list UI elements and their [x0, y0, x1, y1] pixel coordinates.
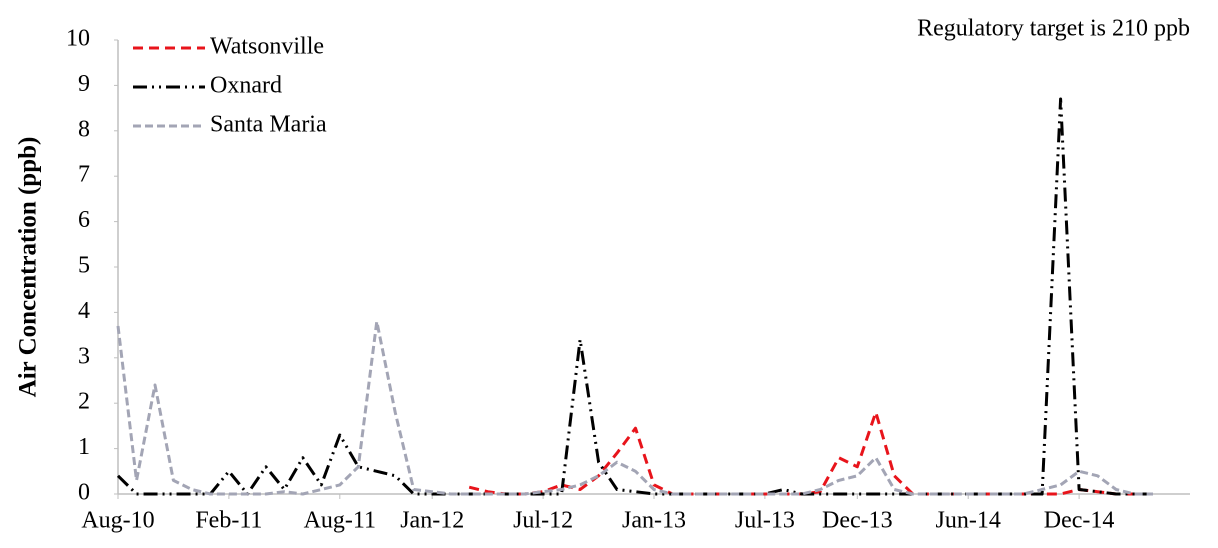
- y-tick-label: 1: [78, 434, 90, 460]
- y-tick-label: 7: [78, 162, 90, 188]
- x-tick-label: Jun-14: [936, 508, 1001, 534]
- x-tick-label: Dec-13: [822, 508, 893, 534]
- y-tick-label: 2: [78, 389, 90, 415]
- y-tick-label: 3: [78, 343, 90, 369]
- x-tick-label: Aug-11: [304, 508, 376, 534]
- x-tick-label: Aug-10: [81, 508, 154, 534]
- y-tick-label: 9: [78, 71, 90, 97]
- x-tick-label: Dec-14: [1044, 508, 1115, 534]
- y-tick-label: 8: [78, 116, 90, 142]
- y-axis-label: Air Concentration (ppb): [15, 137, 42, 398]
- x-tick-label: Jan-12: [400, 508, 464, 534]
- y-tick-label: 10: [66, 26, 90, 52]
- x-tick-label: Jul-13: [735, 508, 795, 534]
- y-tick-label: 5: [78, 253, 90, 279]
- y-tick-label: 0: [78, 480, 90, 506]
- series-line: [116, 97, 1153, 496]
- annotation: Regulatory target is 210 ppb: [917, 16, 1190, 42]
- legend-label: Santa Maria: [210, 112, 327, 138]
- x-tick-label: Jan-13: [622, 508, 686, 534]
- series-line: [468, 410, 1153, 496]
- legend-label: Watsonville: [210, 34, 324, 60]
- x-tick-label: Jul-12: [513, 508, 573, 534]
- y-tick-label: 6: [78, 207, 90, 233]
- x-tick-label: Feb-11: [195, 508, 262, 534]
- y-tick-label: 4: [78, 298, 90, 324]
- legend-label: Oxnard: [210, 73, 282, 99]
- series-line: [116, 320, 1153, 496]
